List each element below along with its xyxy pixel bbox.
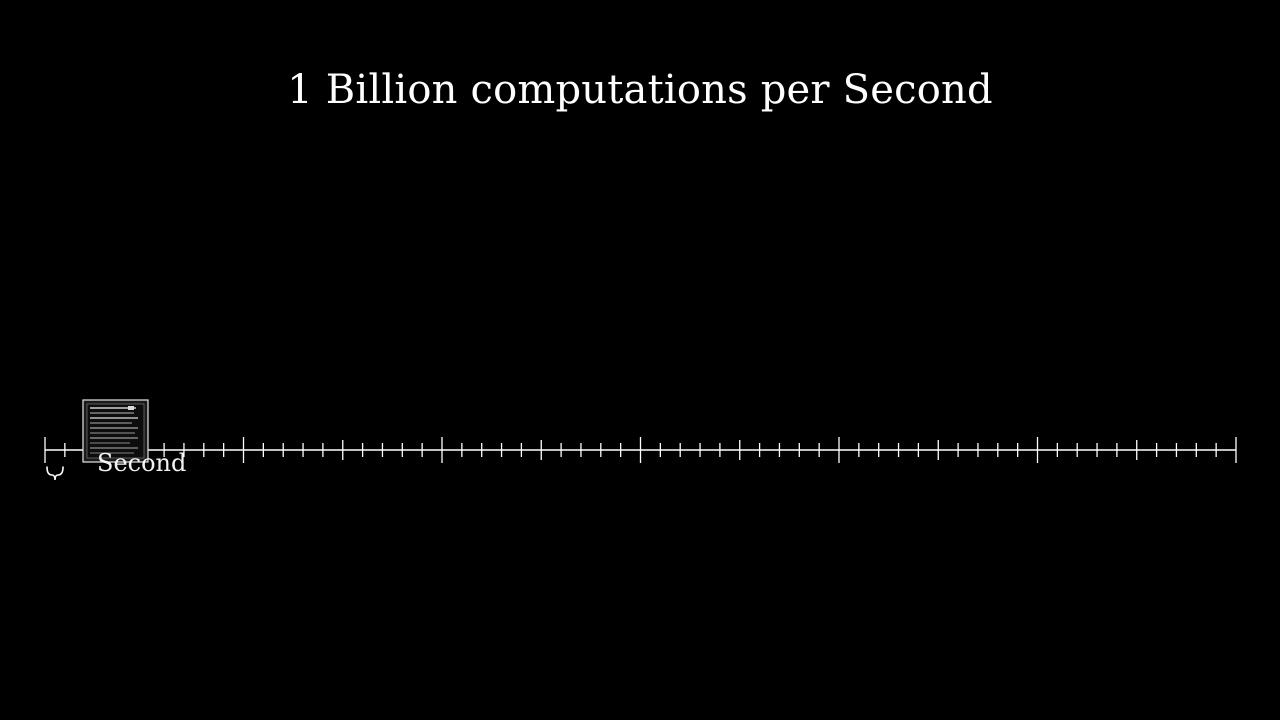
timeline-ticks	[44, 437, 1237, 463]
scene-title: 1 Billion computations per Second	[287, 67, 993, 113]
brace-marker-icon	[46, 466, 64, 481]
second-label: Second	[97, 449, 187, 477]
computer-monitor-icon	[82, 399, 149, 463]
